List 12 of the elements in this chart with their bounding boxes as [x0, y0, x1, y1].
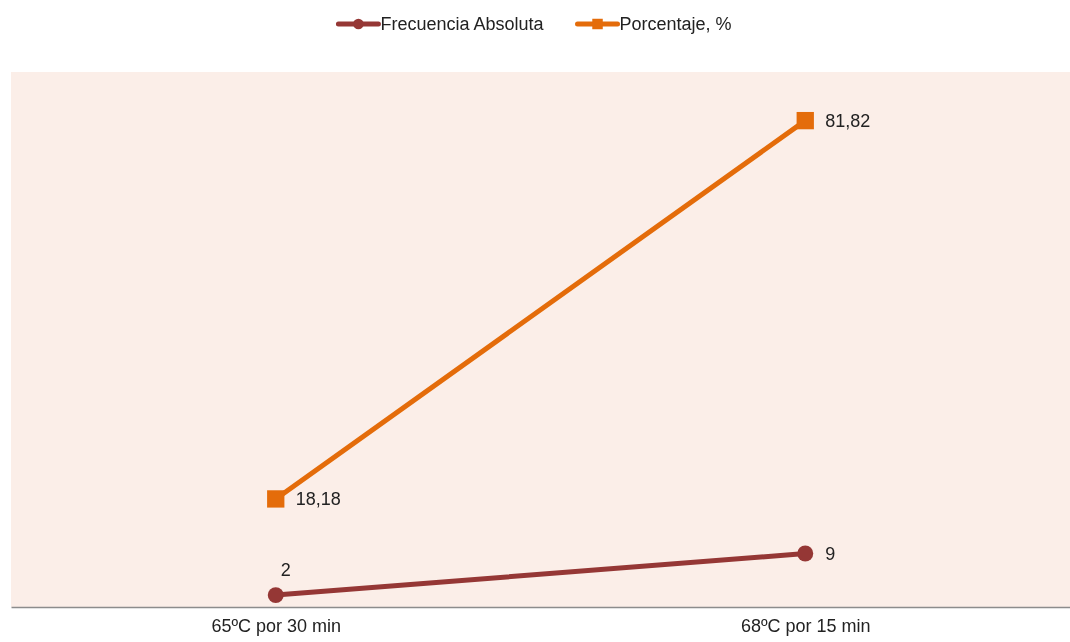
point	[267, 490, 285, 508]
data-label: 2	[280, 560, 291, 581]
point	[797, 545, 814, 562]
data-label: 9	[825, 543, 836, 564]
data-label: 81,82	[825, 110, 871, 131]
data-label: 18,18	[295, 489, 341, 510]
legend-label: Porcentaje, %	[619, 14, 732, 35]
point	[267, 587, 284, 604]
point	[796, 111, 814, 130]
x-tick-label: 68ºC por 15 min	[740, 615, 871, 636]
x-tick-label: 65ºC por 30 min	[211, 615, 342, 636]
legend-label: Frecuencia Absoluta	[380, 14, 545, 35]
